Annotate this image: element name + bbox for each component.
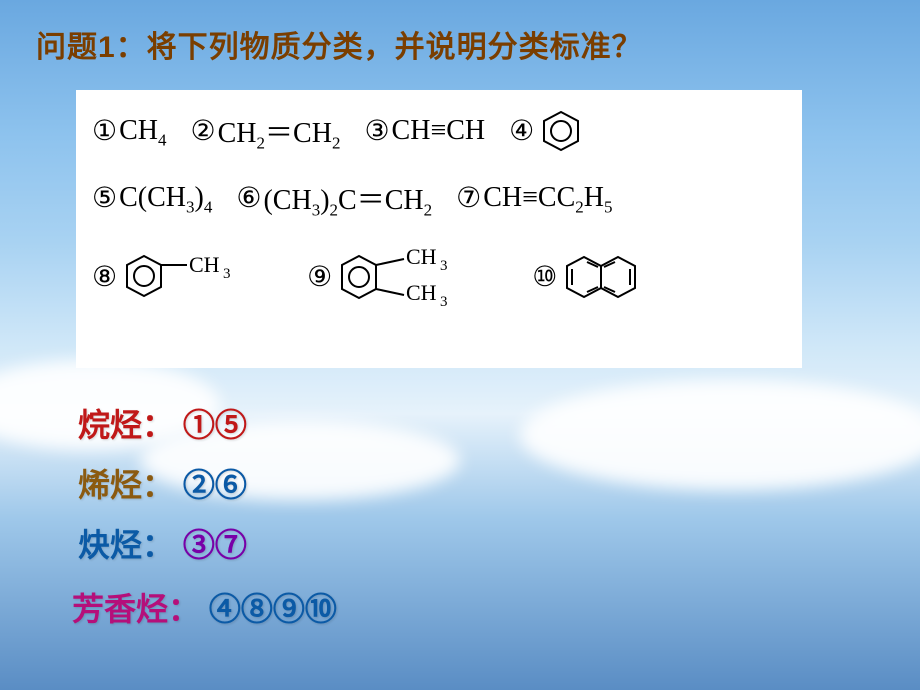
category-nums: ②⑥ <box>183 467 247 503</box>
compound-1: ① CH4 <box>92 114 167 148</box>
compound-num: ⑦ <box>456 181 481 215</box>
compound-num: ⑧ <box>92 260 117 294</box>
compound-10: ⑩ <box>532 249 655 305</box>
compound-num: ⑤ <box>92 181 117 215</box>
answer-alkane: 烷烃： ①⑤ <box>78 400 337 446</box>
compound-num: ⑥ <box>236 181 261 215</box>
compound-num: ⑩ <box>532 260 557 294</box>
compound-4: ④ <box>509 108 586 154</box>
naphthalene-icon <box>561 249 653 305</box>
category-label: 烷烃： <box>78 407 174 443</box>
compound-num: ⑨ <box>307 260 332 294</box>
svg-text:3: 3 <box>223 266 231 282</box>
compound-2: ② CH2＝CH2 <box>191 111 341 151</box>
compound-num: ③ <box>364 114 389 148</box>
compounds-row-2: ⑤ C(CH3)4 ⑥ (CH3)2C＝CH2 ⑦ CH≡CC2H5 <box>92 178 786 218</box>
compound-num: ① <box>92 114 117 148</box>
toluene-icon: CH 3 <box>121 246 241 308</box>
category-label: 炔烃： <box>78 527 174 563</box>
answer-alkyne: 炔烃： ③⑦ <box>78 520 337 566</box>
category-nums: ④⑧⑨⑩ <box>209 591 337 627</box>
category-nums: ③⑦ <box>183 527 247 563</box>
compounds-row-3: ⑧ CH 3 ⑨ CH 3 CH 3 ⑩ <box>92 242 786 312</box>
compound-formula: CH≡CC2H5 <box>483 182 612 214</box>
compound-formula: CH4 <box>119 115 166 147</box>
compound-5: ⑤ C(CH3)4 <box>92 181 212 215</box>
compound-num: ② <box>191 114 216 148</box>
answer-aromatic: 芳香烃： ④⑧⑨⑩ <box>72 584 337 630</box>
cloud-deco <box>520 380 920 490</box>
answers-block: 烷烃： ①⑤ 烯烃： ②⑥ 炔烃： ③⑦ 芳香烃： ④⑧⑨⑩ <box>78 400 337 644</box>
compound-3: ③ CH≡CH <box>364 114 485 148</box>
compound-9: ⑨ CH 3 CH 3 <box>307 242 478 312</box>
compound-6: ⑥ (CH3)2C＝CH2 <box>236 178 432 218</box>
compound-8: ⑧ CH 3 <box>92 246 243 308</box>
compounds-panel: ① CH4 ② CH2＝CH2 ③ CH≡CH ④ ⑤ C(CH3)4 ⑥ (C… <box>76 90 802 368</box>
svg-text:3: 3 <box>440 258 448 274</box>
compound-num: ④ <box>509 114 534 148</box>
svg-text:CH: CH <box>406 244 437 269</box>
compound-formula: C(CH3)4 <box>119 182 212 214</box>
benzene-icon <box>538 108 584 154</box>
category-label: 芳香烃： <box>72 591 200 627</box>
compound-formula: CH2＝CH2 <box>218 111 341 151</box>
question-title: 问题1：将下列物质分类，并说明分类标准？ <box>36 22 643 66</box>
svg-text:3: 3 <box>440 294 448 310</box>
compound-7: ⑦ CH≡CC2H5 <box>456 181 612 215</box>
compound-formula: (CH3)2C＝CH2 <box>263 178 432 218</box>
compounds-row-1: ① CH4 ② CH2＝CH2 ③ CH≡CH ④ <box>92 108 786 154</box>
category-label: 烯烃： <box>78 467 174 503</box>
xylene-icon: CH 3 CH 3 <box>336 242 476 312</box>
category-nums: ①⑤ <box>183 407 247 443</box>
compound-formula: CH≡CH <box>392 115 486 147</box>
svg-text:CH: CH <box>406 280 437 305</box>
answer-alkene: 烯烃： ②⑥ <box>78 460 337 506</box>
svg-text:CH: CH <box>189 252 220 277</box>
